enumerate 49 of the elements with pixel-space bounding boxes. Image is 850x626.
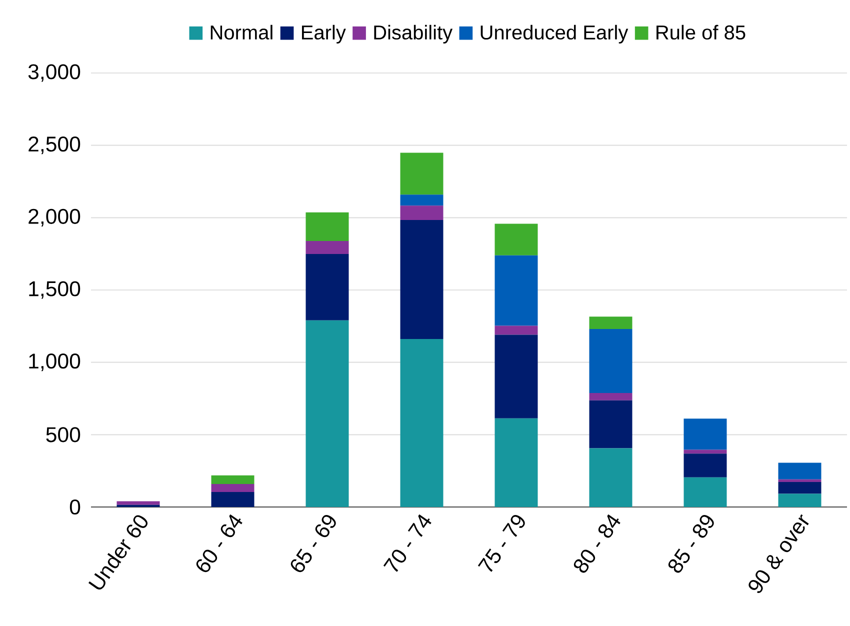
legend-label: Rule of 85 [656, 24, 746, 40]
legend-label: Unreduced Early [480, 24, 628, 44]
legend-label: Normal [210, 24, 272, 40]
bar [306, 240, 349, 254]
bar [494, 224, 538, 256]
bar [211, 475, 254, 484]
bar [306, 254, 349, 320]
bar [778, 482, 822, 494]
bar [684, 418, 727, 450]
x-tick-label: 75 - 79 [478, 514, 525, 572]
bar [589, 448, 632, 507]
y-tick-label: 1,500 [29, 281, 80, 299]
bar [400, 194, 444, 206]
x-tick-label: 80 - 84 [574, 514, 620, 573]
bar [589, 329, 632, 393]
bar [400, 339, 444, 507]
bar [778, 479, 822, 482]
bar [589, 393, 632, 400]
bar [684, 454, 727, 478]
x-tick-label: 70 - 74 [383, 514, 432, 572]
bar [589, 400, 632, 448]
y-tick-label: 2,500 [28, 136, 80, 154]
bar [211, 492, 254, 507]
x-tick-label: 65 - 69 [290, 514, 336, 572]
x-tick-label: 60 - 64 [196, 514, 242, 572]
y-tick-label: 2,000 [28, 208, 80, 226]
bar [494, 255, 538, 326]
bar [400, 206, 444, 220]
y-tick-label: 0 [70, 499, 80, 515]
bar [116, 501, 160, 505]
x-tick-label: 85 - 89 [668, 514, 714, 573]
bar [400, 220, 444, 340]
bar [400, 152, 444, 195]
y-tick-label: 3,000 [28, 64, 80, 82]
y-tick-label: 500 [46, 427, 80, 442]
bar [684, 477, 727, 507]
legend-label: Early [302, 24, 346, 44]
bar [306, 212, 349, 241]
bar [494, 326, 538, 335]
bar [778, 494, 822, 507]
bar [211, 484, 254, 492]
bar [589, 316, 632, 330]
bar [494, 334, 538, 418]
bar [306, 320, 349, 507]
y-tick-label: 1,000 [29, 354, 80, 372]
bar [494, 418, 538, 507]
bar [778, 462, 822, 480]
bar [684, 450, 727, 454]
legend-label: Disability [374, 24, 453, 44]
